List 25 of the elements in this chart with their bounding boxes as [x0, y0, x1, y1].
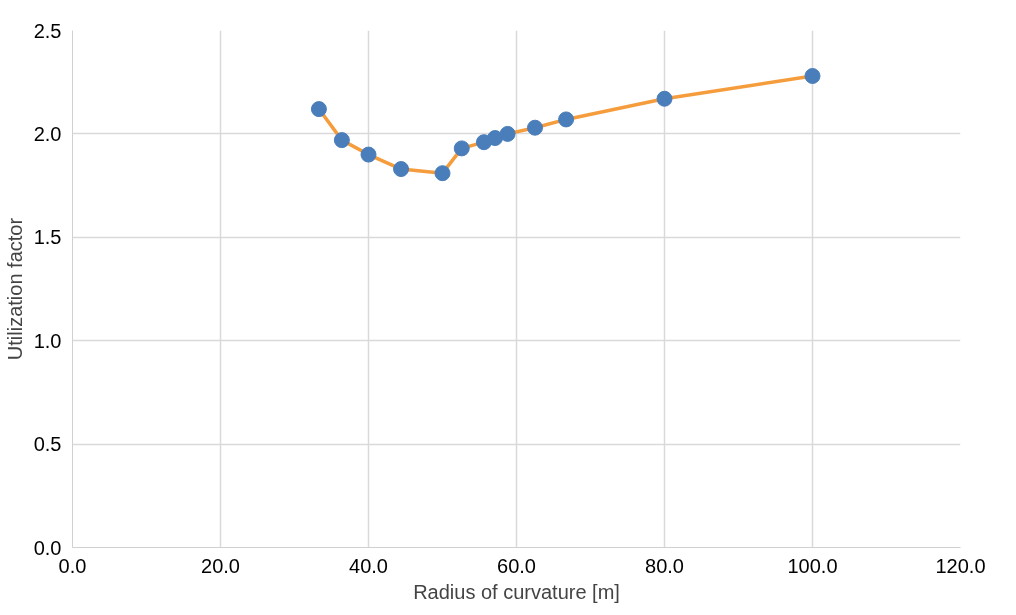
x-tick-label: 40.0 [349, 554, 388, 577]
point [393, 161, 410, 178]
y-tick-label: 1.0 [33, 329, 62, 352]
x-tick-label: 60.0 [497, 554, 536, 577]
x-tick-label: 100.0 [787, 554, 838, 577]
point [656, 90, 673, 107]
point [310, 101, 327, 118]
point [804, 68, 821, 84]
y-tick-label: 2.0 [33, 122, 62, 145]
point [434, 165, 451, 182]
point [558, 111, 575, 128]
y-tick-label: 1.5 [33, 226, 62, 249]
y-tick-label: 2.5 [33, 19, 62, 42]
y-axis-title: Utilization factor [3, 217, 26, 361]
x-tick-label: 120.0 [935, 554, 986, 577]
point [487, 130, 504, 147]
point [453, 140, 470, 157]
point [527, 119, 543, 136]
point [333, 132, 350, 149]
point [499, 125, 516, 142]
x-axis-title: Radius of curvature [m] [413, 580, 620, 603]
x-tick-label: 20.0 [201, 554, 240, 577]
y-tick-label: 0.5 [33, 433, 62, 456]
point [360, 146, 377, 163]
x-tick-label: 80.0 [645, 554, 684, 577]
